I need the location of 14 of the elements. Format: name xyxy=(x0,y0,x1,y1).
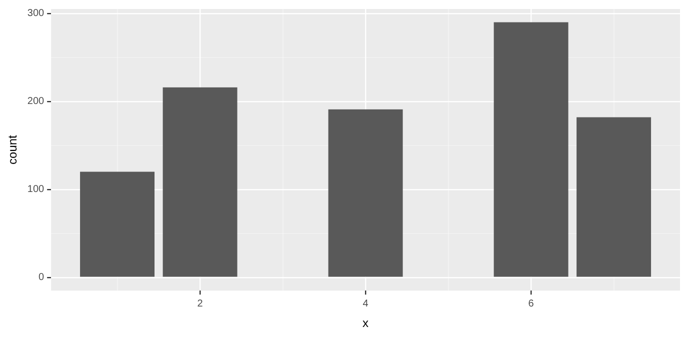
x-tick-label: 2 xyxy=(197,298,204,310)
y-tick-label: 0 xyxy=(38,272,45,284)
bar xyxy=(80,172,155,277)
bar xyxy=(162,87,238,277)
x-tick-label: 4 xyxy=(362,298,369,310)
x-axis-title: x xyxy=(362,316,369,330)
y-tick-label: 100 xyxy=(27,184,45,196)
bar xyxy=(328,109,403,277)
y-tick-label: 200 xyxy=(27,96,45,108)
y-axis-title: count xyxy=(6,134,20,164)
bar xyxy=(494,22,568,277)
x-tick-label: 6 xyxy=(528,298,534,310)
bar xyxy=(576,117,652,277)
y-tick-label: 300 xyxy=(27,8,45,20)
